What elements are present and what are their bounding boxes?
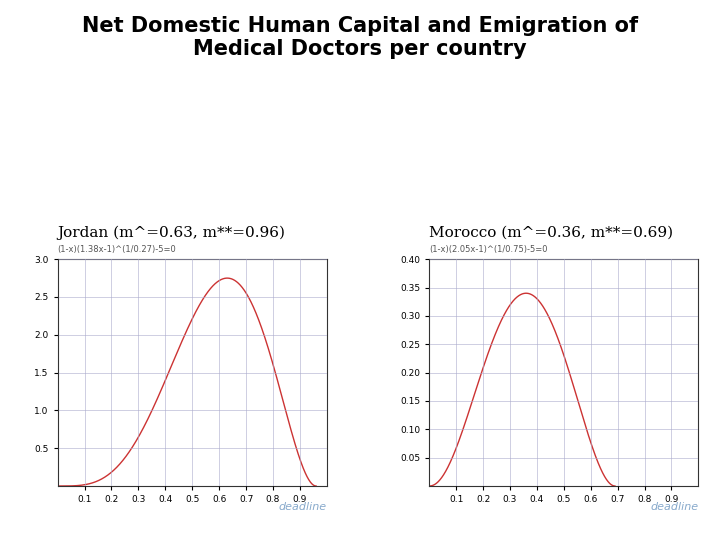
Text: (1-x)(1.38x-1)^(1/0.27)-5=0: (1-x)(1.38x-1)^(1/0.27)-5=0	[58, 245, 176, 254]
Text: Jordan (m^=0.63, m**=0.96): Jordan (m^=0.63, m**=0.96)	[58, 226, 286, 240]
Text: deadline: deadline	[650, 502, 698, 512]
Text: deadline: deadline	[279, 502, 327, 512]
Text: Morocco (m^=0.36, m**=0.69): Morocco (m^=0.36, m**=0.69)	[429, 226, 673, 240]
Text: Net Domestic Human Capital and Emigration of
Medical Doctors per country: Net Domestic Human Capital and Emigratio…	[82, 16, 638, 59]
Text: (1-x)(2.05x-1)^(1/0.75)-5=0: (1-x)(2.05x-1)^(1/0.75)-5=0	[429, 245, 548, 254]
